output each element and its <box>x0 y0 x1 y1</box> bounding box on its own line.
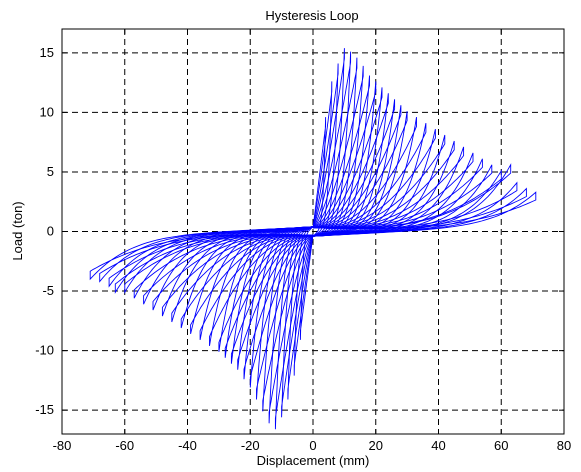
axis-ticks: -80 -60 -40 -20 0 20 40 60 80 -15 -10 -5 0 5 10 15 <box>35 29 571 453</box>
x-axis-label: Displacement (mm) <box>257 453 370 468</box>
y-tick-label: 0 <box>47 224 54 239</box>
x-tick-label: 0 <box>309 438 316 453</box>
x-tick-label: 40 <box>431 438 445 453</box>
y-tick-label: -10 <box>35 343 54 358</box>
hysteresis-curves <box>89 48 537 430</box>
x-tick-label: -80 <box>53 438 72 453</box>
x-tick-label: -60 <box>115 438 134 453</box>
y-tick-label: 10 <box>40 104 54 119</box>
y-tick-label: 5 <box>47 164 54 179</box>
y-axis-label: Load (ton) <box>10 201 25 260</box>
chart-title: Hysteresis Loop <box>265 8 358 23</box>
x-tick-label: -20 <box>241 438 260 453</box>
x-tick-label: 80 <box>557 438 571 453</box>
hysteresis-cycle <box>89 191 537 281</box>
x-tick-label: 20 <box>369 438 383 453</box>
x-tick-label: -40 <box>178 438 197 453</box>
y-tick-label: 15 <box>40 45 54 60</box>
grid-lines <box>62 29 564 434</box>
x-tick-label: 60 <box>494 438 508 453</box>
y-tick-label: -5 <box>42 283 54 298</box>
y-tick-label: -15 <box>35 402 54 417</box>
